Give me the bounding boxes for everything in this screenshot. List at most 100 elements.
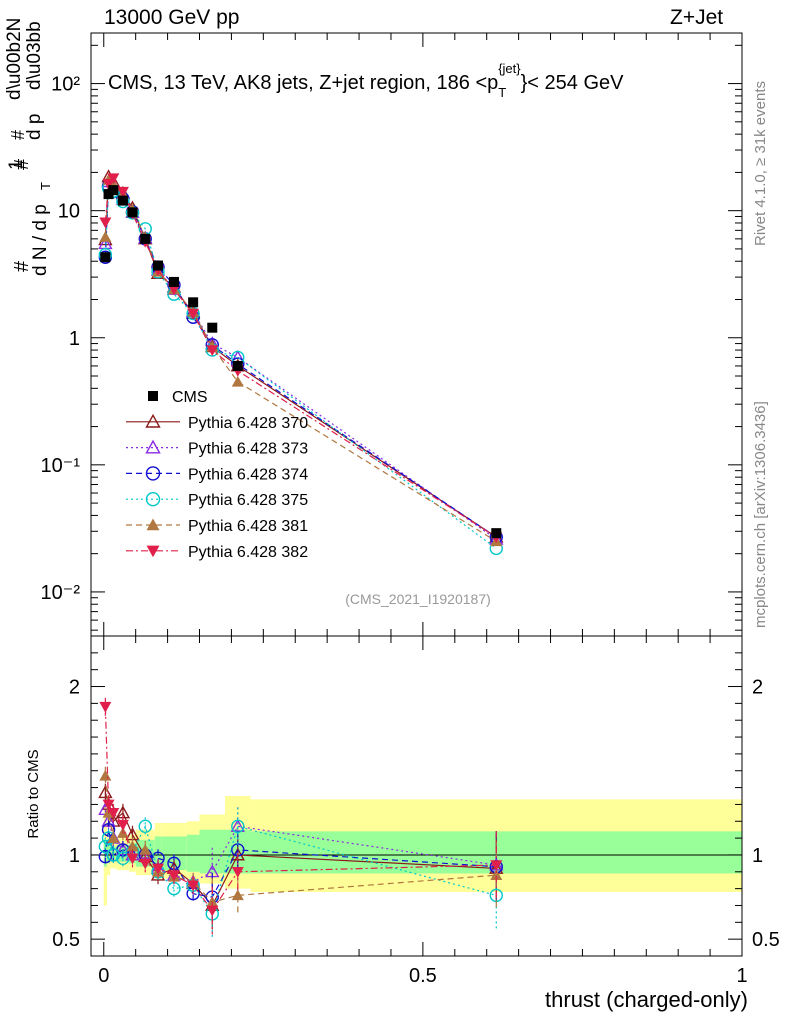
legend-entry: Pythia 6.428 374 <box>126 466 308 483</box>
marker-triangle <box>139 843 152 855</box>
marker-triangle <box>145 413 161 428</box>
x-tick-label: 0.5 <box>409 965 437 987</box>
marker-circle <box>138 819 152 834</box>
ratio-y-tick-label: 1 <box>69 845 80 867</box>
chart-watermark: (CMS_2021_I1920187) <box>345 591 491 607</box>
marker-triangle-down <box>167 284 180 296</box>
marker-triangle <box>107 832 120 843</box>
y-tick-label: 10 <box>58 201 80 223</box>
marker-triangle-down <box>102 178 115 190</box>
legend-label: Pythia 6.428 370 <box>188 415 308 432</box>
marker-square <box>100 252 111 263</box>
marker-triangle-down <box>146 545 160 558</box>
series-line <box>104 177 497 538</box>
series-line <box>104 184 497 538</box>
marker-triangle-down <box>126 853 139 865</box>
marker-triangle <box>126 840 139 852</box>
series-pythia-6-428-373 <box>98 174 504 900</box>
marker-triangle-down <box>152 863 165 875</box>
marker-triangle <box>99 769 112 781</box>
legend-label: Pythia 6.428 381 <box>188 518 308 535</box>
x-tick-label: 1 <box>736 965 747 987</box>
ratio-y-axis-label: Ratio to CMS <box>25 749 42 838</box>
series-line <box>104 178 497 542</box>
marker-circle <box>145 466 161 481</box>
y-tick-label: 10² <box>51 74 80 96</box>
y-tick-label: 10⁻² <box>41 582 81 604</box>
marker-circle <box>167 881 181 896</box>
legend-label: Pythia 6.428 374 <box>188 466 308 483</box>
marker-triangle <box>146 518 160 531</box>
marker-square <box>153 260 164 271</box>
marker-circle <box>98 839 113 854</box>
legend-entry: Pythia 6.428 381 <box>126 518 308 535</box>
marker-triangle-down <box>99 701 112 713</box>
chart-title: CMS, 13 TeV, AK8 jets, Z+jet region, 186… <box>108 61 624 100</box>
marker-triangle <box>145 439 161 454</box>
ratio-y-tick-label-right: 2 <box>752 677 763 699</box>
marker-triangle-down <box>206 905 219 917</box>
main-y-axis-label: # d N / d p 1 T # d p d\u03bb d\u00b2N # <box>4 18 53 276</box>
header-left: 13000 GeV pp <box>104 6 240 29</box>
legend: CMS Pythia 6.428 370 Pythia 6.428 373 Pythi… <box>126 389 308 561</box>
chart-text: CMS, 13 TeV, AK8 jets, Z+jet region, 186… <box>4 18 748 1012</box>
legend-entry: CMS <box>148 389 208 406</box>
legend-entry: Pythia 6.428 375 <box>126 492 308 509</box>
y-tick-label: 10⁻¹ <box>41 455 81 477</box>
marker-square <box>207 322 218 333</box>
marker-triangle-down <box>139 858 152 870</box>
ratio-y-tick-label-right: 1 <box>752 845 763 867</box>
chart-title-sup: {jet} <box>498 61 521 76</box>
ylabel-part-one: 1 <box>6 159 27 170</box>
marker-triangle-down <box>107 173 120 185</box>
marker-triangle <box>206 896 219 907</box>
ratio-y-tick-label-right: 0.5 <box>752 929 780 951</box>
marker-triangle <box>231 889 244 901</box>
marker-square <box>232 360 243 371</box>
legend-label: Pythia 6.428 375 <box>188 492 308 509</box>
ylabel-part-hash3: # <box>8 130 28 140</box>
legend-label: Pythia 6.428 382 <box>188 544 308 561</box>
legend-entry: Pythia 6.428 373 <box>126 439 308 458</box>
marker-triangle <box>99 231 112 242</box>
marker-square <box>127 207 138 218</box>
ylabel-part-frac: d N / d p <box>30 204 51 276</box>
marker-triangle-down <box>107 808 120 819</box>
chart-title-prefix: CMS, 13 TeV, AK8 jets, Z+jet region, 186… <box>108 72 498 94</box>
x-axis-label: thrust (charged-only) <box>545 987 748 1012</box>
marker-circle <box>106 848 121 862</box>
marker-triangle-down <box>116 819 129 831</box>
chart-title-suffix: }< 254 GeV <box>521 72 625 94</box>
marker-square <box>140 233 151 244</box>
header-right: Z+Jet <box>670 6 724 29</box>
y-tick-label: 1 <box>69 328 80 350</box>
series-ratio-line <box>104 824 497 916</box>
ylabel-part-sub: T <box>38 182 53 190</box>
marker-square <box>491 528 502 539</box>
legend-label: CMS <box>172 389 208 406</box>
marker-circle <box>116 851 130 866</box>
marker-triangle <box>490 869 503 880</box>
series-ratio-line <box>104 792 497 907</box>
marker-triangle-down <box>187 308 200 320</box>
marker-triangle-down <box>231 866 244 878</box>
marker-circle <box>231 819 245 834</box>
ylabel-part-dp: d p <box>24 114 45 140</box>
marker-circle <box>145 492 161 507</box>
x-tick-label: 0 <box>98 965 109 987</box>
marker-square <box>168 276 179 287</box>
marker-square <box>117 195 128 206</box>
series-layer <box>98 169 504 938</box>
band-inner-bin <box>186 834 200 872</box>
ylabel-part-d2n: d\u00b2N <box>4 18 25 100</box>
ylabel-part-hash1: # <box>11 260 33 272</box>
marker-circle <box>98 849 113 864</box>
marker-triangle-down <box>490 860 503 872</box>
ylabel-part-hash2: # <box>11 158 33 170</box>
ratio-frame <box>90 635 743 957</box>
marker-triangle-down <box>102 799 115 811</box>
marker-square <box>108 185 119 196</box>
marker-triangle-down <box>116 186 129 198</box>
